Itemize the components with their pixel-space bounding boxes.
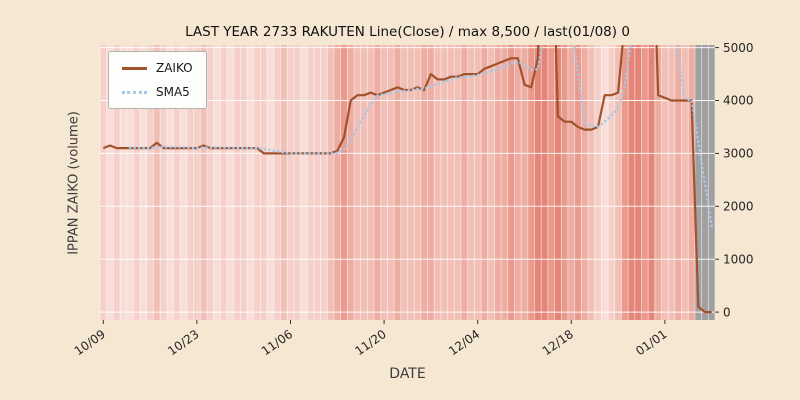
line-layer	[102, 45, 714, 314]
legend-item-sma5: SMA5	[122, 85, 193, 99]
y-tick-label: 3000	[723, 147, 754, 161]
y-axis-ticks: 0 1000 2000 3000 4000 5000	[715, 41, 754, 319]
sma5-line	[128, 45, 714, 228]
x-axis-ticks: 10/09 10/23 11/06 11/20 12/04 12/18 01/01	[72, 320, 670, 358]
x-tick-label: 10/09	[72, 327, 108, 358]
legend-label-zaiko: ZAIKO	[156, 61, 193, 75]
x-tick-label: 01/01	[633, 327, 669, 358]
y-tick-label: 5000	[723, 41, 754, 55]
x-tick-label: 11/20	[352, 327, 388, 358]
sma5-line-swatch	[122, 90, 147, 94]
legend-item-zaiko: ZAIKO	[122, 61, 193, 75]
y-axis-label: IPPAN ZAIKO (volume)	[66, 111, 82, 255]
x-tick-label: 10/23	[165, 327, 201, 358]
y-tick-label: 1000	[723, 252, 754, 266]
x-axis-label: DATE	[389, 366, 426, 382]
y-tick-label: 4000	[723, 94, 754, 108]
x-tick-label: 12/18	[540, 327, 576, 358]
x-tick-label: 11/06	[259, 327, 295, 358]
legend: ZAIKO SMA5	[108, 51, 207, 109]
background-bands	[100, 45, 715, 320]
x-tick-label: 12/04	[446, 327, 482, 358]
zaiko-line-swatch	[122, 66, 147, 70]
chart-title: LAST YEAR 2733 RAKUTEN Line(Close) / max…	[185, 24, 630, 40]
y-tick-label: 0	[723, 305, 731, 319]
legend-label-sma5: SMA5	[156, 85, 190, 99]
y-tick-label: 2000	[723, 200, 754, 214]
